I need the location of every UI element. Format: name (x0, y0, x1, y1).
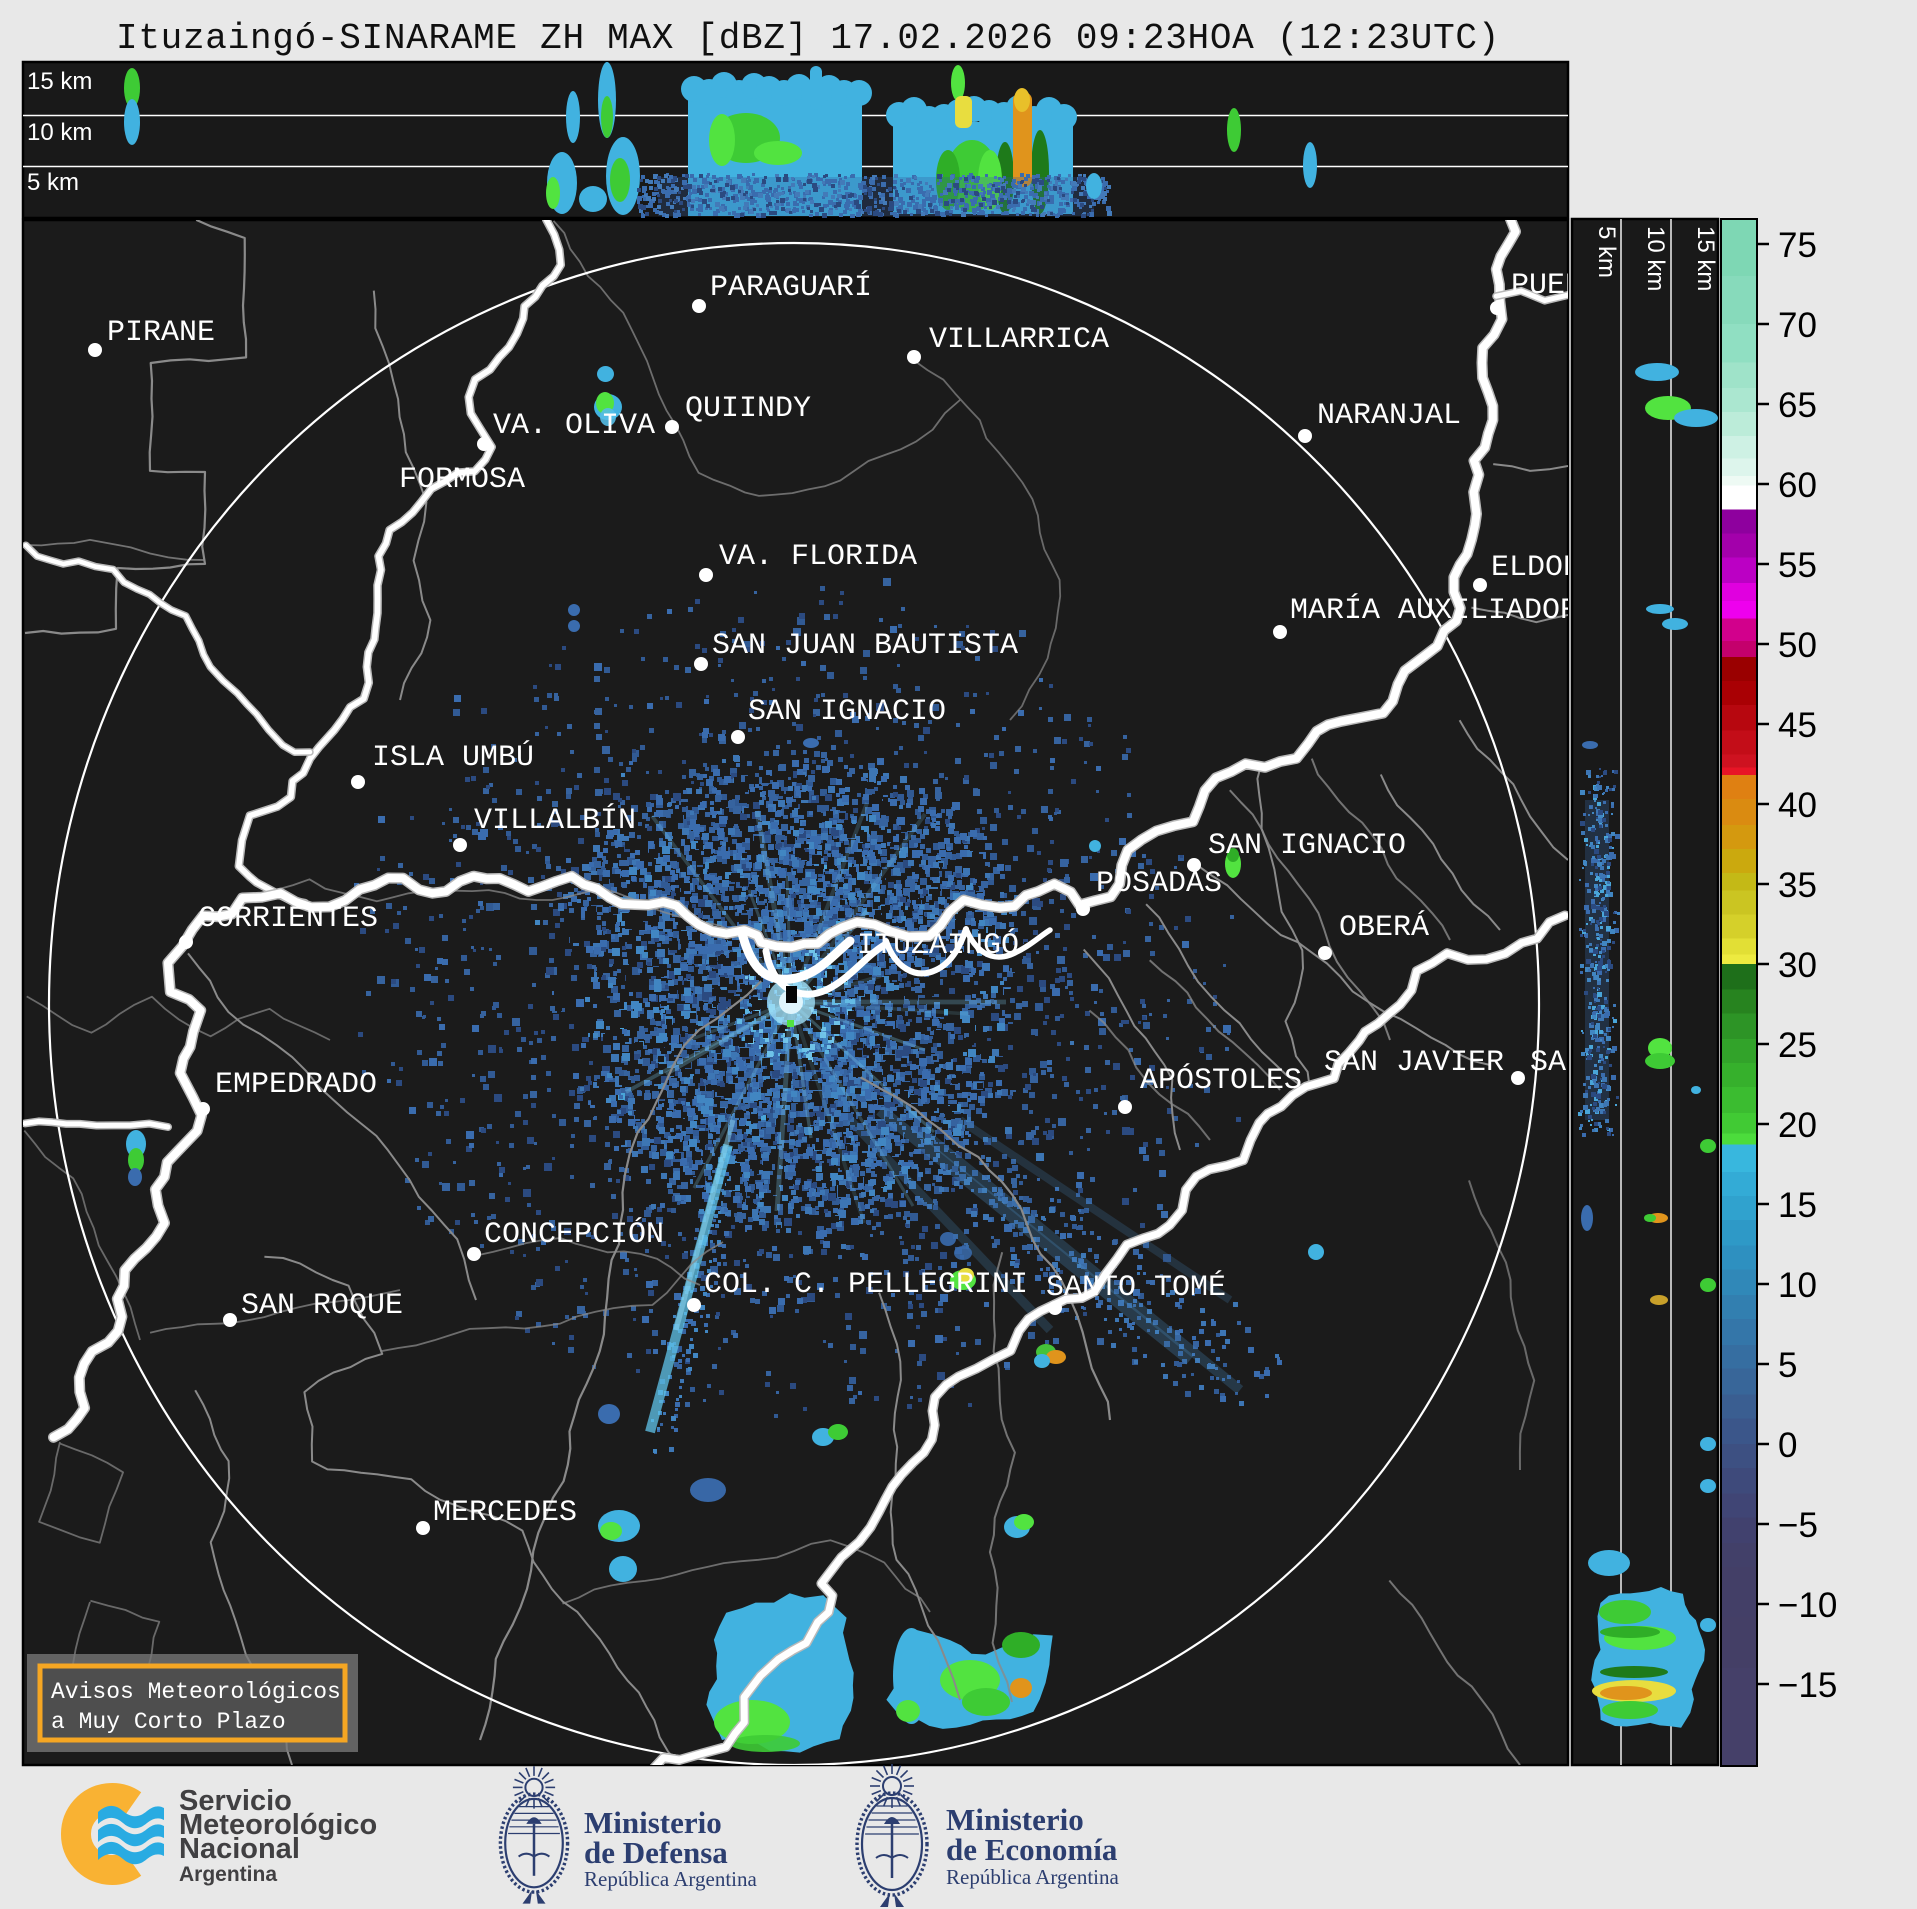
svg-text:SAN: SAN (1530, 1046, 1584, 1080)
svg-text:75: 75 (1778, 226, 1817, 265)
svg-text:VA. FLORIDA: VA. FLORIDA (719, 540, 917, 574)
svg-text:−15: −15 (1778, 1666, 1837, 1705)
svg-text:Avisos Meteorológicos: Avisos Meteorológicos (51, 1679, 341, 1705)
svg-text:55: 55 (1778, 546, 1817, 585)
svg-text:35: 35 (1778, 866, 1817, 905)
svg-text:25: 25 (1778, 1026, 1817, 1065)
svg-text:COL. C. PELLEGRINI: COL. C. PELLEGRINI (704, 1268, 1028, 1302)
svg-text:SAN IGNACIO: SAN IGNACIO (1208, 829, 1406, 863)
svg-text:70: 70 (1778, 306, 1817, 345)
svg-text:15 km: 15 km (1692, 226, 1719, 291)
svg-text:Servicio: Servicio (179, 1785, 292, 1817)
svg-text:APÓSTOLES: APÓSTOLES (1140, 1063, 1302, 1098)
svg-text:ELDORADO: ELDORADO (1491, 551, 1635, 585)
svg-text:10 km: 10 km (1642, 226, 1669, 291)
svg-text:PARAGUARÍ: PARAGUARÍ (710, 270, 872, 305)
svg-text:0: 0 (1778, 1426, 1797, 1465)
svg-text:FORMOSA: FORMOSA (399, 463, 525, 497)
svg-text:5 km: 5 km (1593, 226, 1620, 278)
svg-text:CONCEPCIÓN: CONCEPCIÓN (484, 1217, 664, 1252)
svg-text:10 km: 10 km (27, 119, 92, 146)
svg-text:a Muy Corto Plazo: a Muy Corto Plazo (51, 1709, 286, 1735)
svg-text:65: 65 (1778, 386, 1817, 425)
svg-text:30: 30 (1778, 946, 1817, 985)
svg-text:Nacional: Nacional (179, 1833, 300, 1865)
svg-text:5: 5 (1778, 1346, 1797, 1385)
svg-text:60: 60 (1778, 466, 1817, 505)
svg-text:−10: −10 (1778, 1586, 1837, 1625)
svg-text:ITUZAINGÓ: ITUZAINGÓ (857, 928, 1019, 963)
svg-text:ISLA UMBÚ: ISLA UMBÚ (372, 740, 534, 775)
svg-text:Meteorológico: Meteorológico (179, 1809, 377, 1841)
svg-text:15: 15 (1778, 1186, 1817, 1225)
svg-text:Ituzaingó-SINARAME ZH MAX [dBZ: Ituzaingó-SINARAME ZH MAX [dBZ] 17.02.20… (116, 18, 1500, 59)
svg-text:−5: −5 (1778, 1506, 1818, 1545)
svg-text:10: 10 (1778, 1266, 1817, 1305)
svg-text:45: 45 (1778, 706, 1817, 745)
svg-text:VA. OLIVA: VA. OLIVA (493, 409, 655, 443)
svg-text:SANTO TOMÉ: SANTO TOMÉ (1046, 1270, 1226, 1305)
svg-text:SAN ROQUE: SAN ROQUE (241, 1289, 403, 1323)
svg-text:República Argentina: República Argentina (584, 1867, 757, 1891)
svg-text:VILLARRICA: VILLARRICA (929, 323, 1109, 357)
svg-text:Ministerio: Ministerio (946, 1802, 1084, 1837)
svg-text:VILLALBÍN: VILLALBÍN (474, 803, 636, 838)
svg-text:OBERÁ: OBERÁ (1339, 910, 1429, 945)
svg-text:POSADAS: POSADAS (1096, 867, 1222, 901)
svg-text:PUERTO R: PUERTO R (1511, 269, 1655, 303)
svg-text:República Argentina: República Argentina (946, 1865, 1119, 1889)
svg-text:de Defensa: de Defensa (584, 1835, 728, 1870)
svg-text:PIRANE: PIRANE (107, 316, 215, 350)
svg-text:MARÍA AUXILIADORA: MARÍA AUXILIADORA (1290, 593, 1596, 628)
svg-text:de Economía: de Economía (946, 1832, 1118, 1867)
svg-text:SAN IGNACIO: SAN IGNACIO (748, 695, 946, 729)
svg-text:15 km: 15 km (27, 68, 92, 95)
svg-text:40: 40 (1778, 786, 1817, 825)
svg-text:Argentina: Argentina (179, 1863, 277, 1886)
svg-text:Ministerio: Ministerio (584, 1805, 722, 1840)
svg-text:QUIINDY: QUIINDY (685, 392, 811, 426)
svg-text:EMPEDRADO: EMPEDRADO (215, 1068, 377, 1102)
svg-text:5 km: 5 km (27, 169, 79, 196)
svg-text:MERCEDES: MERCEDES (433, 1496, 577, 1530)
svg-text:SAN JUAN BAUTISTA: SAN JUAN BAUTISTA (712, 629, 1018, 663)
svg-text:20: 20 (1778, 1106, 1817, 1145)
svg-text:CORRIENTES: CORRIENTES (198, 902, 378, 936)
svg-text:50: 50 (1778, 626, 1817, 665)
svg-text:NARANJAL: NARANJAL (1317, 399, 1461, 433)
svg-text:SAN JAVIER: SAN JAVIER (1324, 1046, 1504, 1080)
